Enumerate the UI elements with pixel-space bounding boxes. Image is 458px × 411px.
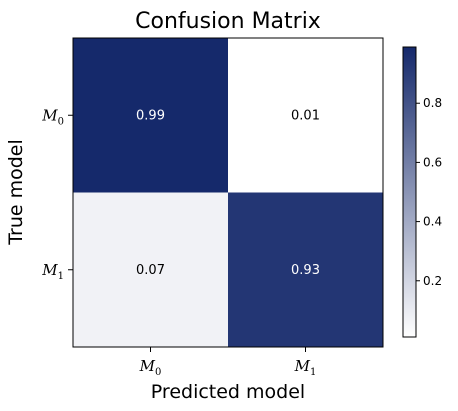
colorbar: [402, 46, 417, 338]
colorbar-tick-label-3: 0.8: [423, 96, 442, 110]
x-axis-ticks: M0 M1: [139, 347, 317, 378]
heatmap-cell-0-1: [228, 38, 383, 193]
x-tick-label-0: M0: [139, 357, 162, 378]
cell-value-label-0-0: 0.99: [136, 108, 165, 123]
heatmap-cells: 0.99 0.01 0.07 0.93: [73, 38, 383, 347]
cell-value-label-1-0: 0.07: [136, 263, 165, 278]
plot-frame: [72, 37, 384, 348]
y-axis-ticks: M0 M1: [41, 106, 73, 282]
y-tick-label-1: M1: [41, 261, 64, 282]
cell-value-label-0-1: 0.01: [291, 108, 320, 123]
colorbar-tick-label-0: 0.2: [423, 274, 442, 288]
y-axis-label: True model: [5, 139, 27, 246]
x-axis-label: Predicted model: [151, 381, 305, 403]
cell-value-label-1-1: 0.93: [291, 263, 320, 278]
colorbar-tick-label-2: 0.6: [423, 155, 442, 169]
colorbar-ticks: 0.2 0.4 0.6 0.8: [416, 96, 442, 288]
colorbar-tick-label-1: 0.4: [423, 215, 442, 229]
chart-title: Confusion Matrix: [135, 9, 321, 34]
heatmap-cell-0-0: [73, 38, 228, 193]
heatmap-cell-1-0: [73, 192, 228, 347]
heatmap-cell-1-1: [228, 192, 383, 347]
y-tick-label-0: M0: [41, 106, 64, 127]
x-tick-label-1: M1: [294, 357, 317, 378]
